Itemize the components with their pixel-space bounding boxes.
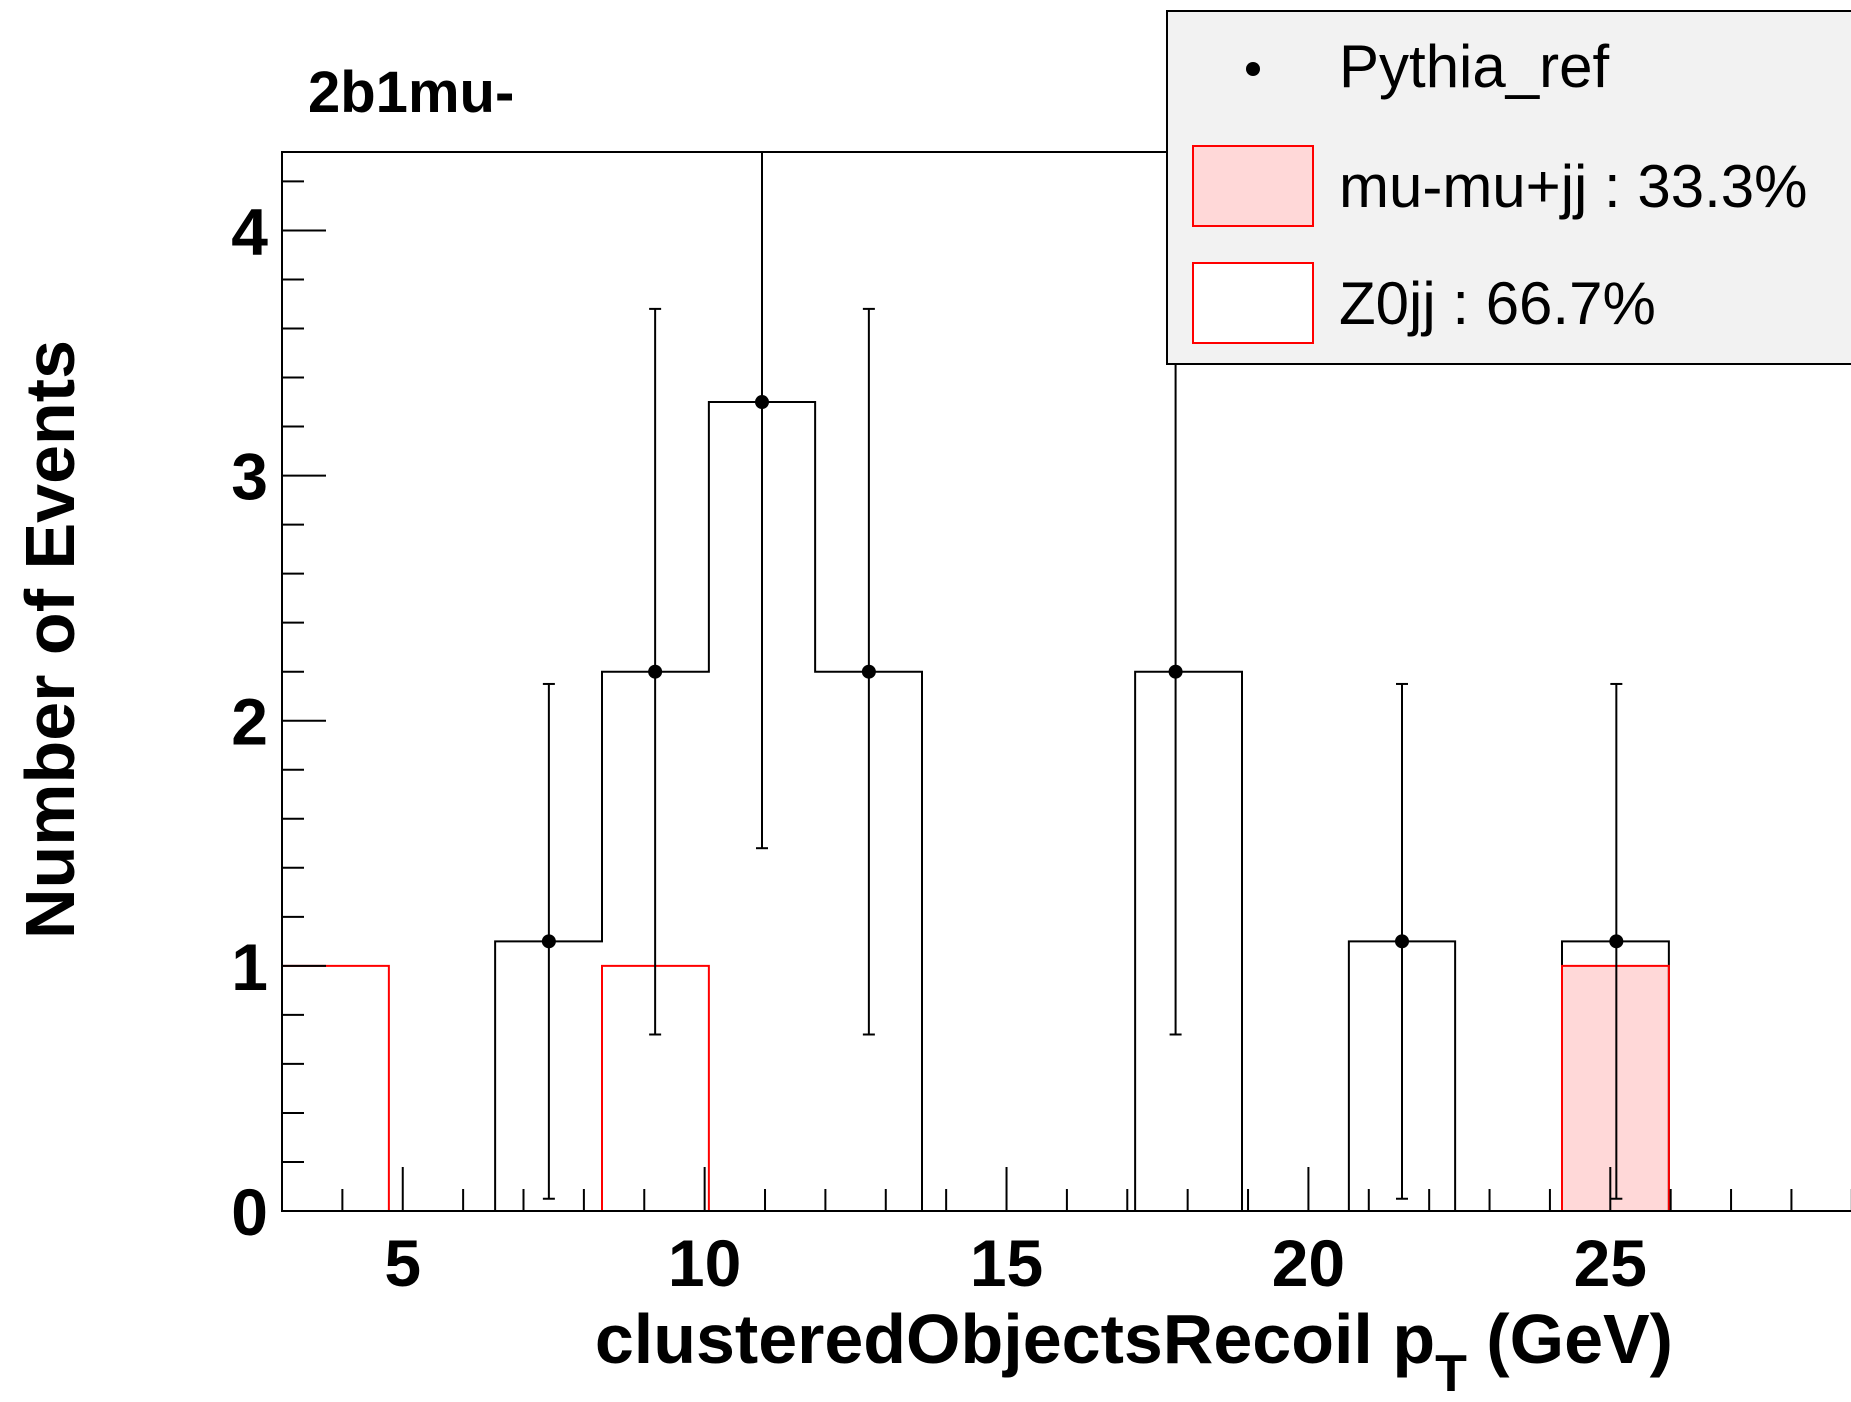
pythia-ref-point (1168, 664, 1183, 679)
x-axis-title: clusteredObjectsRecoil pT (GeV) (595, 1300, 1673, 1402)
x-axis-title-subscript: T (1435, 1345, 1467, 1402)
pythia-ref-point (648, 664, 663, 679)
ticks-layer (281, 180, 1851, 1212)
legend-marker-pythia-ref (1246, 62, 1260, 76)
legend-label-z0jj: Z0jj : 66.7% (1339, 270, 1656, 337)
y-tick-label: 1 (231, 930, 268, 1004)
x-axis-title-main: clusteredObjectsRecoil p (595, 1300, 1435, 1378)
x-tick-label: 20 (1272, 1226, 1345, 1300)
legend-marker-z0jj (1192, 262, 1314, 344)
legend-label-mu-mu-jj: mu-mu+jj : 33.3% (1339, 153, 1808, 220)
pythia-ref-point (861, 664, 876, 679)
x-tick-label: 25 (1574, 1226, 1647, 1300)
y-tick-label: 0 (231, 1175, 268, 1249)
y-tick-label: 2 (231, 685, 268, 759)
y-axis-title: Number of Events (11, 340, 89, 939)
pythia-ref-point (541, 934, 556, 949)
pythia-ref-point (1395, 934, 1409, 949)
x-tick-label: 5 (384, 1226, 421, 1300)
legend-label-pythia-ref: Pythia_ref (1339, 33, 1609, 100)
pythia-ref-point (1609, 934, 1624, 949)
legend-marker-mu-mu-jj (1192, 145, 1314, 227)
x-tick-labels: 5 10 15 20 25 (384, 1226, 1647, 1300)
pythia-ref-points-layer (541, 395, 1624, 949)
y-tick-label: 3 (231, 440, 268, 514)
legend: Pythia_ref mu-mu+jj : 33.3% Z0jj : 66.7% (1166, 10, 1851, 365)
x-axis-title-unit: (GeV) (1467, 1300, 1673, 1378)
y-tick-label: 4 (231, 194, 268, 268)
y-tick-labels: 0 1 2 3 4 (231, 194, 268, 1249)
x-tick-label: 10 (668, 1226, 741, 1300)
plot-title: 2b1mu- (308, 60, 514, 125)
x-tick-label: 15 (970, 1226, 1043, 1300)
pythia-ref-point (755, 395, 769, 410)
